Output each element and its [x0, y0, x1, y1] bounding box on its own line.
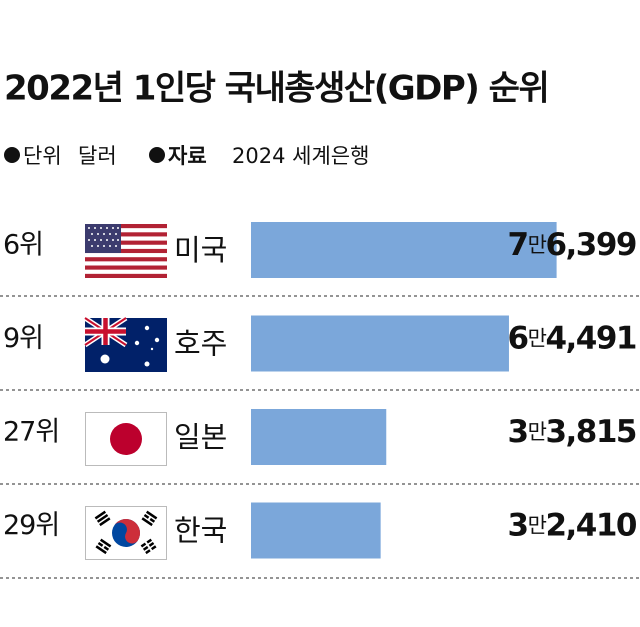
value-label: 3만2,410: [508, 507, 637, 543]
bullet: [4, 147, 20, 163]
source-label: 자료: [168, 144, 207, 168]
rank-label: 9위: [3, 323, 43, 354]
category-label: 일본: [174, 420, 227, 454]
unit-label: 단위: [23, 144, 62, 168]
unit: 달러: [78, 144, 117, 168]
bullet: [149, 147, 165, 163]
value-label: 7만6,399: [508, 227, 636, 263]
flag-us: [85, 224, 167, 278]
separators: [0, 295, 640, 579]
flag-au: [83, 315, 167, 372]
bar: [251, 315, 509, 372]
source: 2024 세계은행: [232, 144, 369, 168]
rank-label: 29위: [3, 510, 59, 541]
value-label: 6만4,491: [508, 320, 636, 356]
bar: [251, 502, 381, 559]
category-label: 미국: [174, 233, 227, 267]
rank-label: 27위: [3, 417, 59, 448]
flag-kr: [85, 506, 167, 560]
category-label: 호주: [174, 327, 227, 361]
bar: [251, 409, 387, 465]
bar: [251, 222, 557, 278]
chart-title: 2022년 1인당 국내총생산(GDP) 순위: [4, 69, 548, 109]
value-label: 3만3,815: [508, 414, 636, 450]
flag-jp: [85, 412, 167, 466]
category-label: 한국: [174, 514, 227, 548]
rank-label: 6위: [3, 230, 43, 261]
